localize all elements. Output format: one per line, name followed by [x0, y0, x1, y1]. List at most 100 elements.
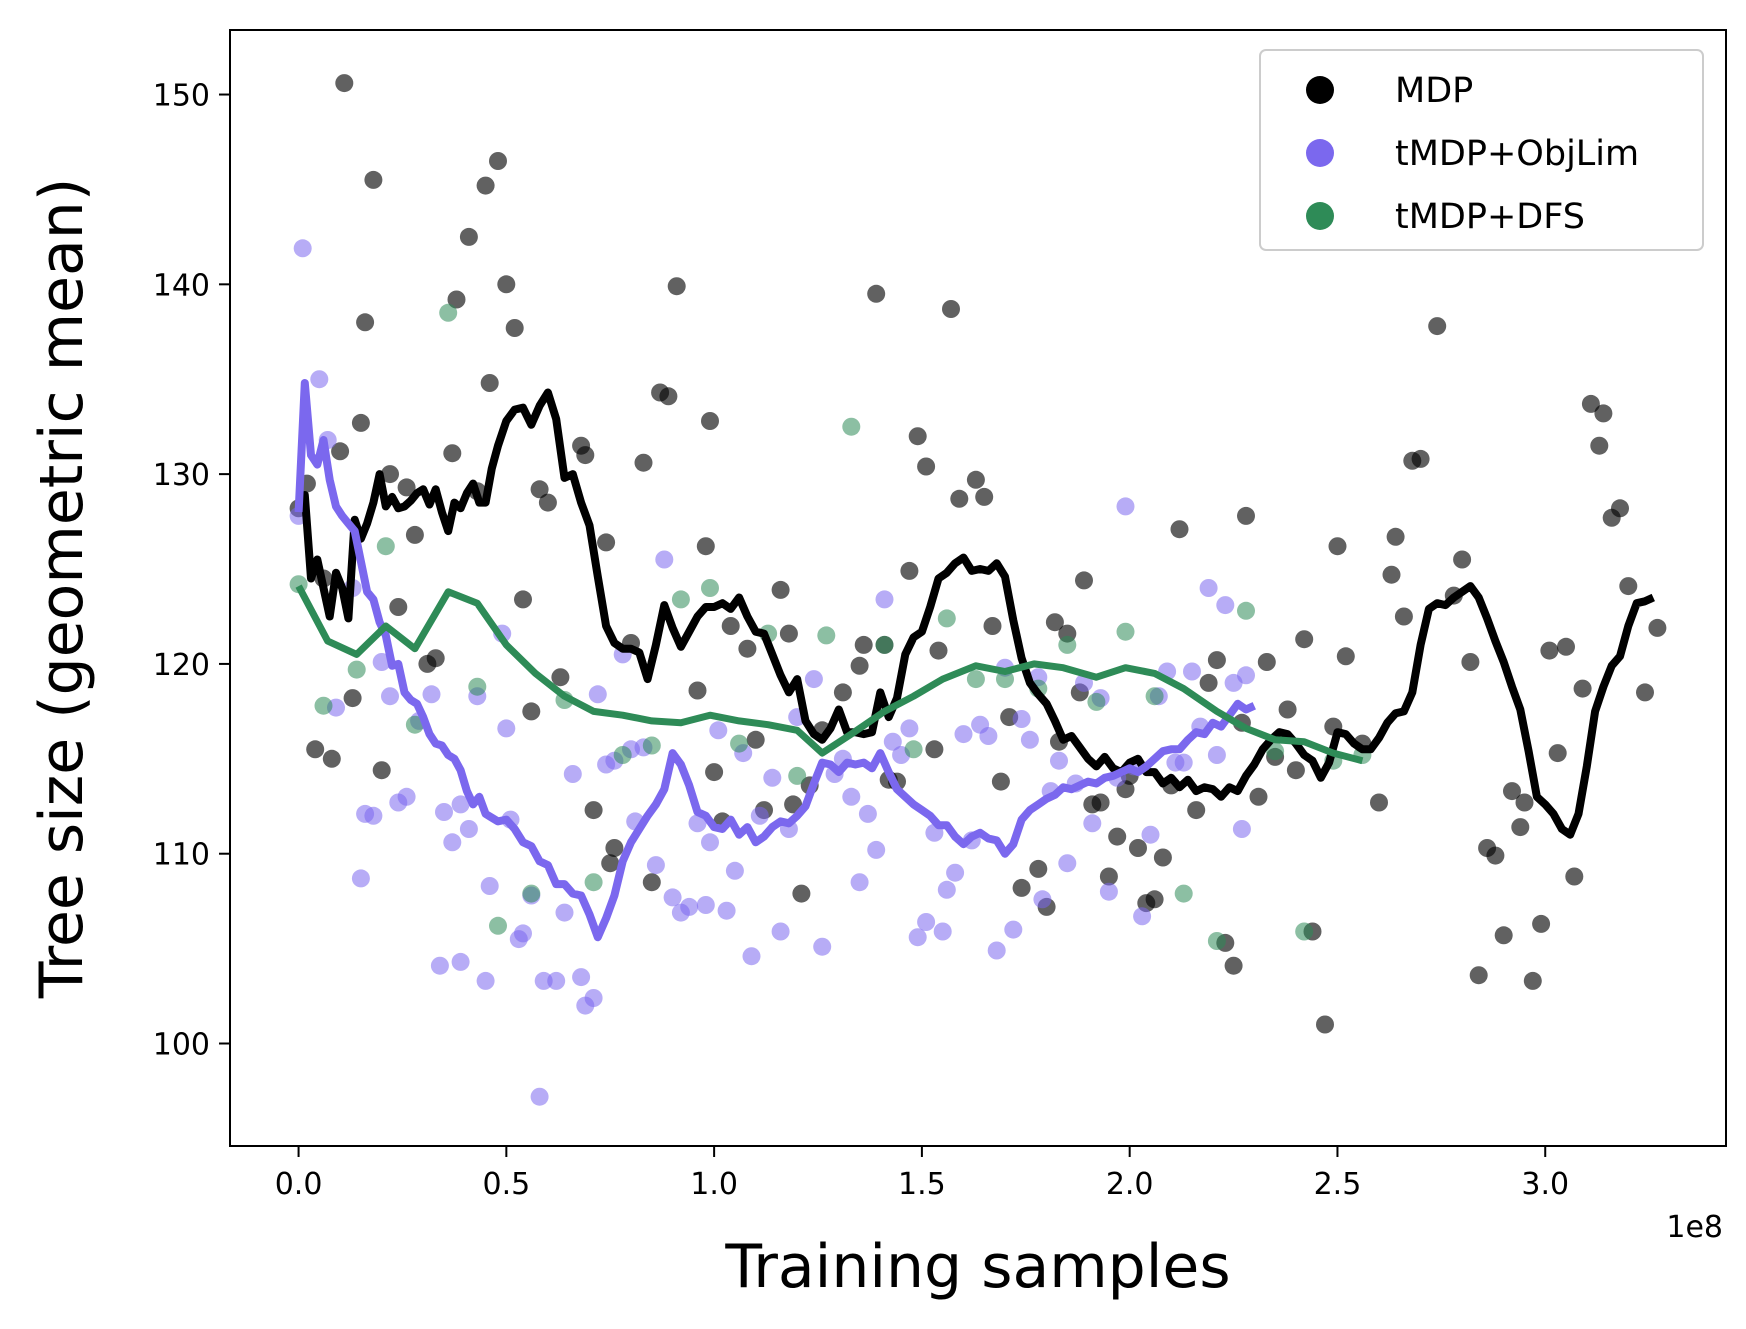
data-point-mdp: [1511, 818, 1530, 837]
data-point-tmdp-objlim: [850, 873, 869, 892]
data-point-mdp: [1386, 527, 1405, 546]
data-point-tmdp-objlim: [1099, 882, 1118, 901]
data-point-mdp: [601, 854, 620, 873]
data-point-mdp: [701, 412, 719, 430]
data-point-mdp: [522, 702, 541, 721]
data-point-tmdp-dfs: [730, 734, 749, 753]
data-point-tmdp-objlim: [842, 787, 861, 806]
data-point-mdp: [576, 446, 595, 465]
data-point-mdp: [1486, 846, 1505, 865]
data-point-tmdp-objlim: [875, 590, 894, 609]
data-point-tmdp-objlim: [497, 719, 516, 738]
trend-line-tmdp-dfs: [295, 584, 1364, 765]
data-point-mdp: [917, 457, 936, 476]
data-point-tmdp-objlim: [858, 804, 877, 823]
data-point-tmdp-objlim: [709, 721, 728, 740]
data-point-mdp: [1648, 618, 1667, 637]
data-point-tmdp-objlim: [1207, 746, 1226, 764]
data-point-mdp: [505, 319, 524, 337]
data-point-mdp: [688, 681, 707, 700]
trend-line-tmdp-objlim: [294, 379, 1256, 942]
data-point-mdp: [1237, 506, 1255, 525]
data-point-mdp: [514, 590, 532, 609]
y-axis-ticks: 100 110 120 130 140 150: [153, 79, 230, 1063]
data-point-mdp: [389, 598, 408, 616]
data-point-tmdp-objlim: [514, 924, 532, 943]
data-point-tmdp-objlim: [688, 814, 707, 833]
data-point-tmdp-dfs: [966, 670, 985, 689]
y-tick-label: 100: [153, 1028, 210, 1063]
data-point-tmdp-dfs: [405, 715, 424, 734]
data-point-tmdp-dfs: [817, 626, 836, 645]
data-point-tmdp-objlim: [933, 922, 952, 941]
y-tick-label: 130: [153, 458, 210, 493]
data-point-mdp: [900, 561, 919, 580]
data-point-tmdp-dfs: [1145, 687, 1164, 706]
data-point-tmdp-dfs: [314, 696, 333, 715]
data-point-tmdp-objlim: [954, 725, 973, 744]
data-point-mdp: [1129, 839, 1147, 857]
data-point-tmdp-objlim: [443, 833, 462, 852]
x-tick-label: 3.0: [1521, 1167, 1569, 1202]
data-point-tmdp-objlim: [555, 903, 574, 922]
data-point-mdp: [1494, 926, 1513, 945]
data-point-tmdp-objlim: [646, 856, 665, 875]
data-point-mdp: [1619, 577, 1638, 596]
data-point-tmdp-dfs: [642, 736, 661, 755]
data-point-tmdp-dfs: [1058, 635, 1077, 654]
data-point-mdp: [447, 290, 466, 309]
data-point-tmdp-objlim: [397, 787, 416, 806]
data-point-tmdp-objlim: [1058, 854, 1077, 873]
data-point-mdp: [642, 873, 661, 892]
data-point-mdp: [1224, 956, 1243, 975]
data-point-tmdp-objlim: [701, 833, 719, 852]
data-point-tmdp-dfs: [522, 884, 541, 903]
data-point-tmdp-dfs: [468, 677, 487, 696]
data-point-mdp: [779, 624, 798, 643]
data-point-tmdp-objlim: [908, 928, 927, 947]
data-point-mdp: [1108, 827, 1127, 846]
data-point-tmdp-objlim: [1237, 666, 1255, 685]
data-point-mdp: [551, 668, 570, 687]
data-point-mdp: [833, 683, 852, 702]
data-point-tmdp-objlim: [763, 768, 782, 787]
data-point-mdp: [705, 763, 724, 782]
data-point-tmdp-objlim: [1232, 820, 1251, 838]
y-tick-label: 150: [153, 79, 210, 114]
data-point-mdp: [867, 284, 886, 303]
data-point-tmdp-objlim: [946, 863, 965, 882]
data-point-mdp: [1573, 679, 1592, 698]
data-point-tmdp-objlim: [1116, 497, 1135, 516]
data-point-mdp: [1328, 537, 1347, 556]
data-point-tmdp-dfs: [671, 590, 690, 609]
data-point-mdp: [1316, 1015, 1334, 1034]
data-point-tmdp-dfs: [439, 303, 458, 322]
data-point-tmdp-objlim: [372, 653, 391, 671]
data-point-mdp: [426, 649, 445, 668]
data-point-mdp: [850, 656, 869, 675]
data-point-tmdp-objlim: [979, 727, 998, 745]
data-point-mdp: [1611, 499, 1629, 518]
data-point-mdp: [784, 795, 803, 814]
data-point-tmdp-objlim: [1050, 751, 1068, 770]
plot-area-frame: [229, 29, 1727, 1147]
data-point-tmdp-objlim: [804, 670, 823, 689]
data-point-mdp: [1045, 613, 1064, 632]
data-point-tmdp-dfs: [1087, 692, 1106, 711]
data-point-tmdp-objlim: [771, 922, 790, 941]
data-point-mdp: [1099, 867, 1118, 886]
data-point-tmdp-objlim: [900, 719, 919, 738]
data-point-tmdp-dfs: [996, 670, 1014, 689]
legend: MDP tMDP+ObjLim tMDP+DFS: [1259, 49, 1704, 251]
data-point-tmdp-objlim: [1004, 920, 1023, 939]
data-point-tmdp-objlim: [883, 732, 902, 751]
data-point-tmdp-dfs: [489, 916, 507, 935]
data-point-mdp: [771, 580, 790, 599]
data-point-tmdp-objlim: [430, 956, 449, 975]
x-tick-label: 0.0: [275, 1167, 323, 1202]
data-point-mdp: [1557, 637, 1575, 656]
x-tick-label: 0.5: [482, 1167, 530, 1202]
data-point-mdp: [1370, 793, 1388, 812]
data-point-mdp: [1581, 394, 1600, 413]
data-point-mdp: [1590, 436, 1609, 455]
